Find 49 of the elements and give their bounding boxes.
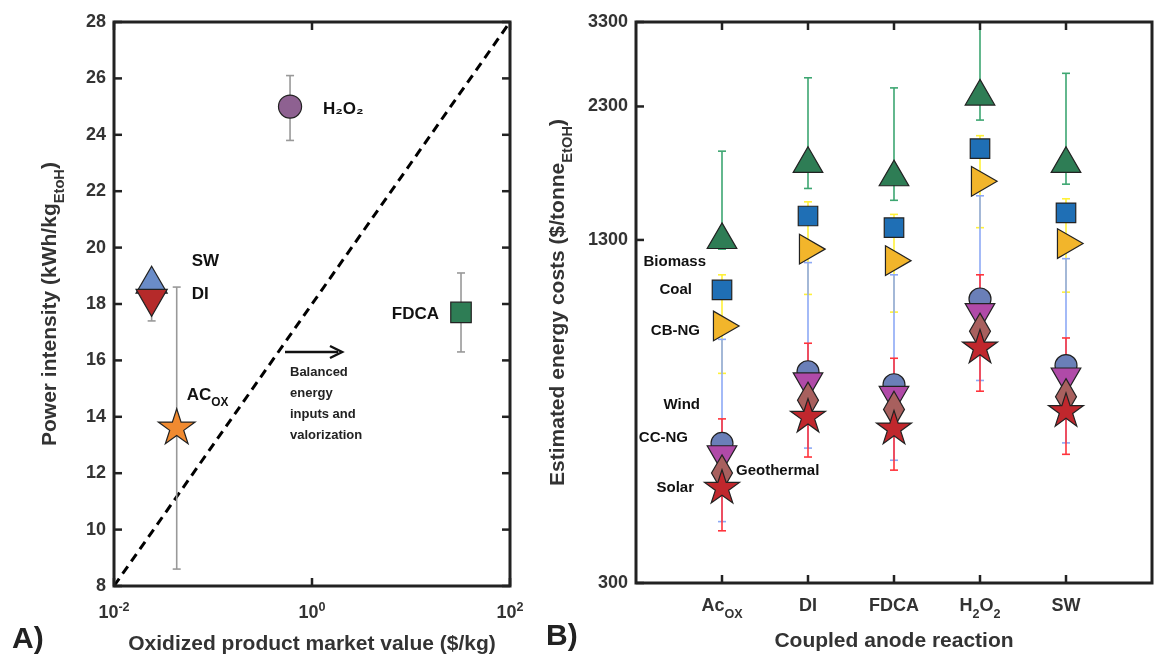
point: [1055, 202, 1077, 224]
y-tick-label: 18: [85, 292, 106, 313]
x-axis-title: Oxidized product market value ($/kg): [128, 631, 496, 654]
series-label: AC$_{OX}$: [186, 385, 229, 410]
x-tick-label: H$_{2}$O$_{2}$: [959, 595, 1001, 621]
series-label: H₂O₂: [323, 99, 364, 119]
series-label: Coal: [659, 279, 692, 297]
point: [883, 217, 905, 239]
x-tick-label: 10$^{-2}$: [98, 600, 130, 622]
y-tick-label: 14: [85, 405, 106, 426]
y-tick-label: 1300: [587, 228, 628, 249]
y-tick-label: 8: [95, 574, 106, 595]
y-tick-label: 26: [85, 67, 106, 88]
annotation: Balanced energy inputs and valorization: [290, 364, 363, 442]
y-tick-label: 28: [85, 10, 106, 31]
point: [797, 205, 819, 227]
point: [1047, 392, 1085, 427]
series-label: SW: [191, 251, 220, 271]
x-tick-label: FDCA: [869, 595, 919, 615]
series-label: DI: [191, 284, 209, 304]
x-tick-label: Ac$_{OX}$: [701, 595, 744, 621]
series-label: CB-NG: [650, 320, 700, 338]
y-tick-label: 24: [85, 123, 106, 144]
series-label: Wind: [663, 395, 700, 413]
y-tick-label: 3300: [587, 10, 628, 31]
series-label: Solar: [656, 478, 695, 496]
x-tick-label: DI: [799, 595, 817, 615]
x-tick-label: SW: [1051, 595, 1081, 615]
y-tick-label: 2300: [587, 95, 628, 116]
point: [789, 397, 827, 433]
series-label: Geothermal: [736, 461, 820, 479]
x-tick-label: 10$^{2}$: [496, 600, 524, 622]
text: B): [546, 618, 578, 651]
series-label: FDCA: [391, 304, 440, 324]
point: [969, 138, 991, 160]
point: [711, 279, 733, 301]
y-tick-label: 16: [85, 349, 106, 370]
x-tick-label: 10$^{0}$: [298, 600, 326, 622]
series-label: Biomass: [643, 251, 706, 269]
point: [961, 328, 999, 364]
y-tick-label: 20: [85, 236, 106, 257]
y-tick-label: 12: [85, 461, 106, 482]
y-tick-label: 22: [85, 179, 106, 200]
y-tick-label: 300: [597, 571, 628, 592]
y-tick-label: 10: [85, 518, 106, 539]
series-label: CC-NG: [638, 428, 688, 446]
text: A): [12, 621, 44, 654]
point: [875, 409, 913, 445]
x-axis-title: Coupled anode reaction: [774, 628, 1014, 651]
